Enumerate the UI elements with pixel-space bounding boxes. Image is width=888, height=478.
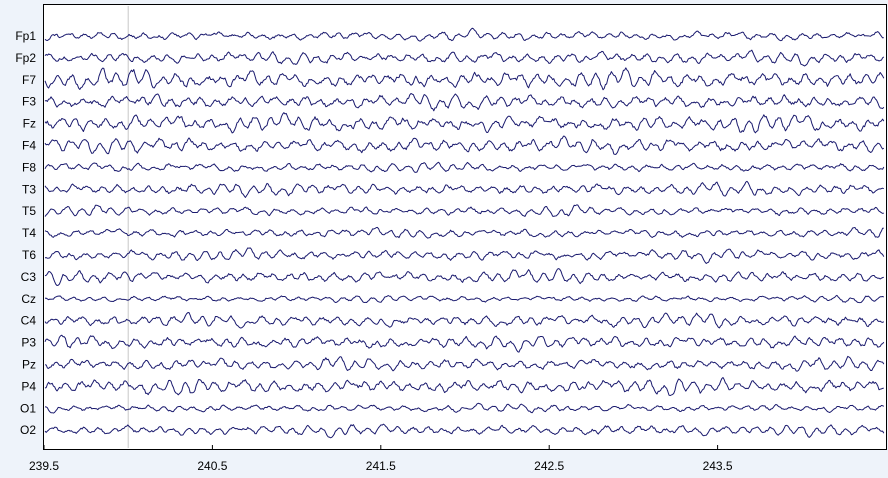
trace-f8 <box>44 161 885 173</box>
trace-fp1 <box>44 27 884 42</box>
channel-label-t3: T3 <box>22 182 36 196</box>
channel-label-cz: Cz <box>21 292 36 306</box>
trace-cz <box>44 294 885 304</box>
channel-label-pz: Pz <box>22 358 36 372</box>
trace-f3 <box>44 92 885 112</box>
trace-pz <box>44 355 885 372</box>
channel-label-c3: C3 <box>21 270 37 284</box>
trace-o1 <box>44 402 885 414</box>
channel-label-t4: T4 <box>22 226 36 240</box>
x-tick-label: 241.5 <box>366 459 396 473</box>
channel-label-fp2: Fp2 <box>15 51 36 65</box>
trace-fp2 <box>44 49 885 67</box>
trace-c3 <box>44 268 884 286</box>
channel-label-f3: F3 <box>22 95 36 109</box>
channel-label-t6: T6 <box>22 248 36 262</box>
trace-t3 <box>44 180 884 199</box>
x-tick-label: 239.5 <box>29 459 59 473</box>
channel-labels: Fp1 Fp2 F7 F3 Fz F4 F8 T3 T5 T4 T6 C3 Cz C4 P3 Pz P4 O1 O2 <box>15 29 36 437</box>
trace-f4 <box>44 135 885 155</box>
x-tick-label: 240.5 <box>197 459 227 473</box>
channel-label-fz: Fz <box>23 117 36 131</box>
x-axis: 239.5 240.5 241.5 242.5 243.5 <box>29 445 733 473</box>
channel-label-p3: P3 <box>21 336 36 350</box>
x-tick-label: 242.5 <box>534 459 564 473</box>
channel-label-o1: O1 <box>20 401 36 415</box>
trace-p4 <box>44 376 884 397</box>
trace-t6 <box>44 247 885 264</box>
trace-o2 <box>44 423 885 439</box>
trace-t4 <box>44 226 884 239</box>
channel-label-f4: F4 <box>22 139 36 153</box>
trace-t5 <box>44 204 884 217</box>
trace-f7 <box>44 67 885 91</box>
eeg-traces <box>44 27 885 439</box>
trace-fz <box>44 112 885 134</box>
channel-label-fp1: Fp1 <box>15 29 36 43</box>
channel-label-f7: F7 <box>22 73 36 87</box>
channel-label-f8: F8 <box>22 160 36 174</box>
channel-label-t5: T5 <box>22 204 36 218</box>
trace-c4 <box>44 312 885 329</box>
plot-area <box>43 4 887 450</box>
channel-label-p4: P4 <box>21 379 36 393</box>
channel-label-c4: C4 <box>21 314 37 328</box>
x-tick-label: 243.5 <box>703 459 733 473</box>
trace-p3 <box>44 334 885 353</box>
channel-label-o2: O2 <box>20 423 36 437</box>
